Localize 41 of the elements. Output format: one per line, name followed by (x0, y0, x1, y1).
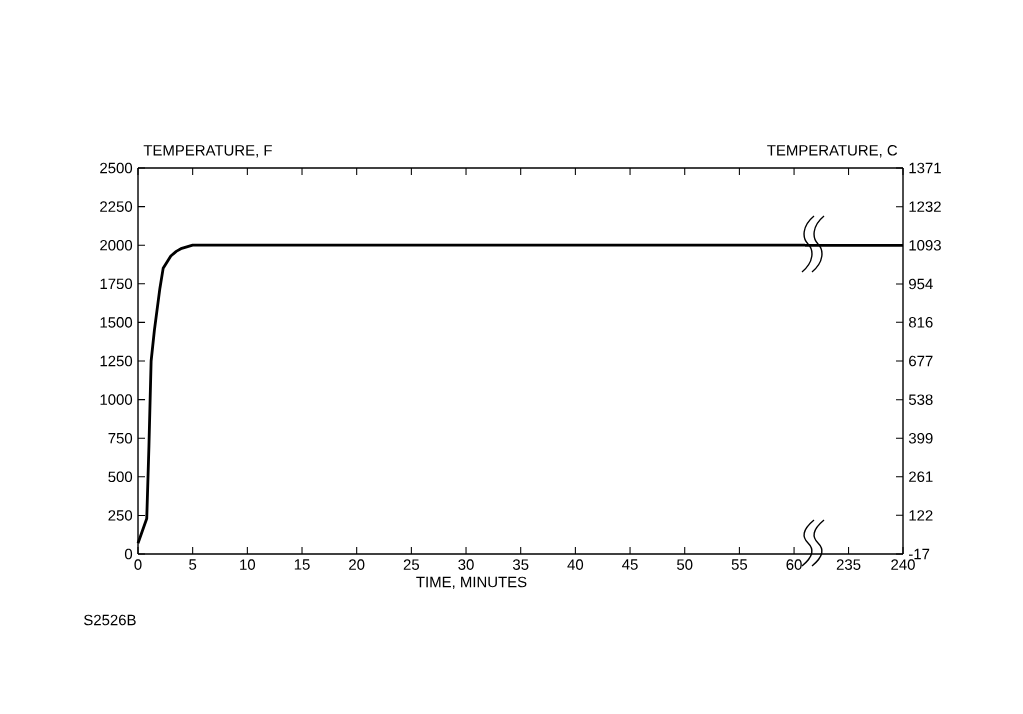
x-tick-label: 235 (836, 559, 861, 570)
y2-tick-label: 399 (908, 433, 933, 444)
y-tick-label: 750 (108, 432, 133, 444)
y2-tick-label: 954 (909, 278, 933, 290)
x-tick-label: 45 (622, 559, 638, 570)
y2-tick-label: 538 (908, 394, 933, 405)
y2-tick-label: 816 (909, 317, 933, 328)
x-tick-label: 55 (731, 559, 748, 570)
y-tick-label: 1000 (100, 394, 133, 405)
x-tick-label: 40 (567, 559, 584, 570)
x-tick-label: 240 (891, 559, 915, 570)
y-tick-label: 500 (108, 471, 133, 483)
y-tick-label: 2250 (100, 201, 133, 212)
x-tick-label: 10 (240, 559, 256, 570)
y2-tick-label: 1232 (909, 201, 941, 212)
y-tick-label: 0 (124, 548, 133, 560)
x-tick-label: 25 (403, 559, 420, 570)
x-tick-label: 30 (458, 559, 474, 570)
y-tick-label: 1250 (100, 355, 133, 367)
x-tick-label: 20 (349, 559, 365, 570)
y-tick-label: 1500 (100, 317, 133, 328)
y2-tick-label: 677 (909, 355, 933, 367)
y-axis-title: TEMPERATURE, F (143, 145, 272, 158)
y-tick-label: 2500 (100, 162, 133, 174)
y-tick-label: 250 (108, 510, 133, 521)
x-tick-label: 0 (134, 559, 142, 570)
y2-tick-label: 122 (909, 510, 933, 521)
y2-tick-label: 1093 (909, 240, 941, 251)
y2-tick-label: 1371 (909, 162, 941, 174)
x-tick-label: 50 (677, 559, 693, 570)
x-tick-label: 35 (512, 559, 529, 570)
x-tick-label: 60 (786, 559, 802, 570)
x-axis-title: TIME, MINUTES (416, 576, 527, 590)
y2-tick-label: -17 (909, 548, 930, 560)
x-tick-label: 15 (294, 559, 310, 570)
x-tick-label: 5 (189, 559, 197, 570)
y-tick-label: 1750 (100, 278, 133, 290)
text: S2526B (84, 614, 136, 626)
y-tick-label: 2000 (100, 239, 133, 251)
y2-tick-label: 261 (909, 471, 933, 482)
y2-axis-title: TEMPERATURE, C (767, 145, 898, 158)
